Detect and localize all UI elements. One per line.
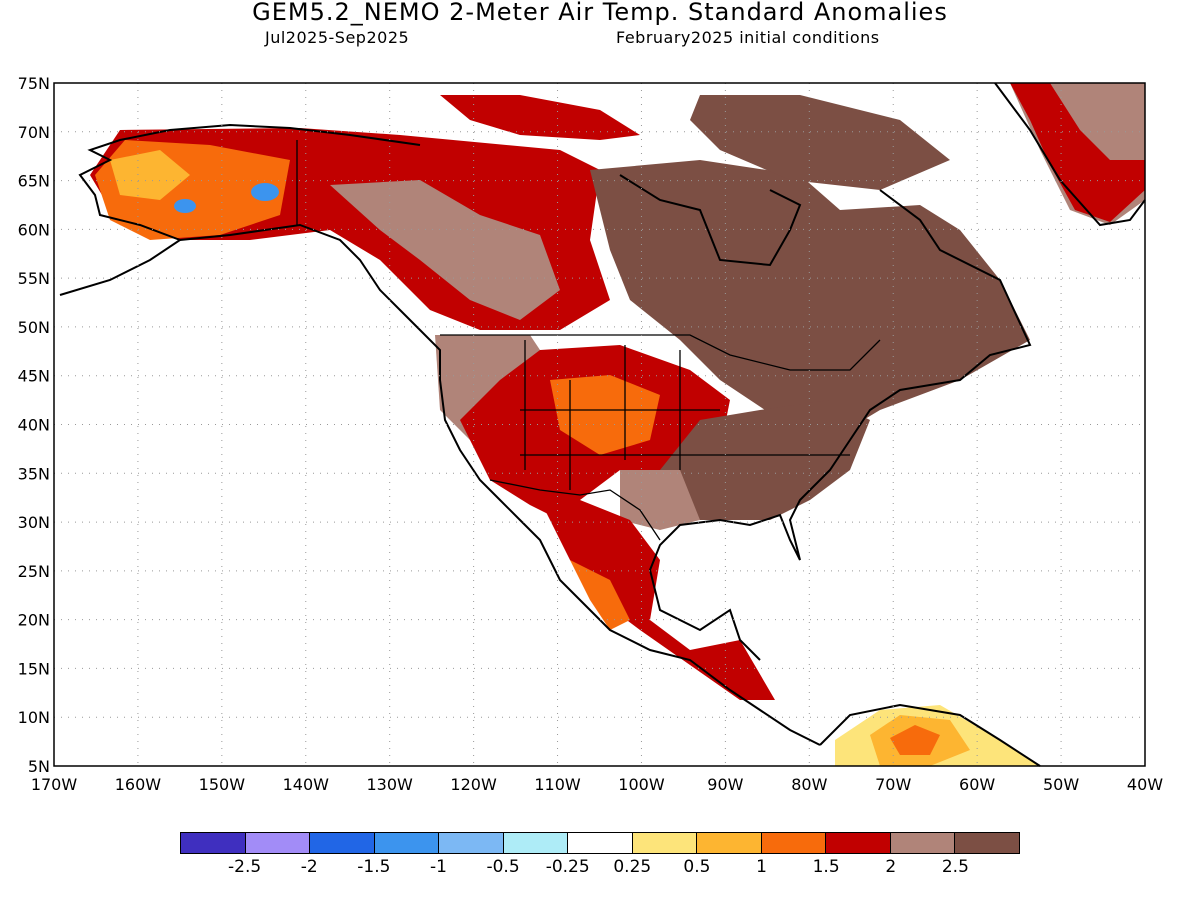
field-canada-darkbrown (590, 160, 1030, 440)
lon-label: 70W (875, 775, 911, 794)
lon-label: 80W (791, 775, 827, 794)
legend-label: -1 (429, 857, 447, 877)
field-alaska-gold (110, 150, 190, 200)
field-greenland-red (1010, 83, 1145, 222)
lon-label: 60W (959, 775, 995, 794)
lat-label: 15N (18, 659, 50, 678)
field-alaska-blue (251, 183, 279, 201)
legend-swatch (632, 833, 698, 853)
legend-swatch (568, 833, 633, 853)
legend-colorbar (180, 832, 1020, 854)
lon-label: 160W (115, 775, 162, 794)
coast-atlantic (648, 189, 1032, 661)
field-yukon-brown (330, 180, 560, 320)
legend-swatch (697, 833, 762, 853)
legend-label: 0.25 (613, 857, 652, 877)
field-central-orange (550, 375, 660, 455)
field-southeast-brown (620, 470, 700, 530)
border-us-mexico (489, 479, 661, 541)
legend-swatch (310, 833, 375, 853)
lat-label: 50N (18, 318, 50, 337)
lat-label: 70N (18, 123, 50, 142)
lon-label: 110W (534, 775, 581, 794)
coastlines (59, 82, 1146, 767)
legend-label: -1.5 (357, 857, 391, 877)
lat-label: 60N (18, 220, 50, 239)
borders (296, 140, 881, 541)
coast-alaska-north (59, 123, 421, 296)
lat-label: 75N (18, 74, 50, 93)
legend-label: 2 (885, 857, 897, 877)
legend-swatch (245, 833, 311, 853)
lon-label: 50W (1043, 775, 1079, 794)
legend-swatch (955, 833, 1019, 853)
period-subtitle: Jul2025-Sep2025 (265, 28, 410, 47)
lat-label: 40N (18, 416, 50, 435)
legend-swatch (890, 833, 956, 853)
field-alaska-blue-2 (174, 199, 196, 213)
border-states (520, 340, 850, 490)
legend-swatch (374, 833, 440, 853)
legend-label: -2 (300, 857, 318, 877)
lon-label: 130W (367, 775, 414, 794)
map-title: GEM5.2_NEMO 2-Meter Air Temp. Standard A… (252, 0, 948, 26)
coast-greenland (994, 82, 1146, 227)
lon-label: 90W (707, 775, 743, 794)
lat-label: 55N (18, 269, 50, 288)
field-arctic-darkbrown (690, 95, 950, 190)
legend-swatch (439, 833, 504, 853)
lat-label: 20N (18, 611, 50, 630)
lon-label: 120W (450, 775, 497, 794)
lat-label: 30N (18, 513, 50, 532)
legend-label: 2.5 (941, 857, 969, 877)
lat-label: 45N (18, 367, 50, 386)
lon-label: 140W (283, 775, 330, 794)
lon-label: 40W (1127, 775, 1163, 794)
field-mexico-red (540, 500, 775, 700)
coast-south-america (819, 703, 1041, 767)
lon-label: 150W (199, 775, 246, 794)
legend-label: 1 (756, 857, 767, 877)
legend-label: 0.5 (683, 857, 711, 877)
legend-swatch (503, 833, 569, 853)
lon-label: 170W (31, 775, 78, 794)
lon-labels: 170W 160W 150W 140W 130W 120W 110W 100W 90W 80W 70… (31, 775, 1163, 794)
coast-pacific-nw (179, 223, 821, 746)
lat-label: 10N (18, 708, 50, 727)
legend-label: -2.5 (228, 857, 262, 877)
lat-label: 5N (28, 757, 50, 776)
legend-label: -0.5 (486, 857, 520, 877)
field-samerica-red (890, 725, 940, 755)
legend-label: -0.25 (545, 857, 590, 877)
legend-swatch (826, 833, 891, 853)
lon-label: 100W (618, 775, 665, 794)
lat-label: 65N (18, 172, 50, 191)
border-us-canada (440, 334, 881, 371)
coast-hudson-bay (619, 174, 802, 267)
field-arctic-red (440, 95, 640, 140)
legend-label: 1.5 (812, 857, 840, 877)
anomaly-fields (90, 83, 1145, 766)
legend-swatch (181, 833, 246, 853)
plot-frame (53, 82, 1146, 767)
lat-labels: 75N 70N 65N 60N 55N 50N 45N 40N 35N 30N 25N 20N 15N 1… (18, 74, 50, 776)
lat-label: 25N (18, 562, 50, 581)
legend-swatch (761, 833, 827, 853)
lat-label: 35N (18, 464, 50, 483)
field-mexico-orange (570, 560, 630, 630)
init-subtitle: February2025 initial conditions (616, 28, 880, 47)
